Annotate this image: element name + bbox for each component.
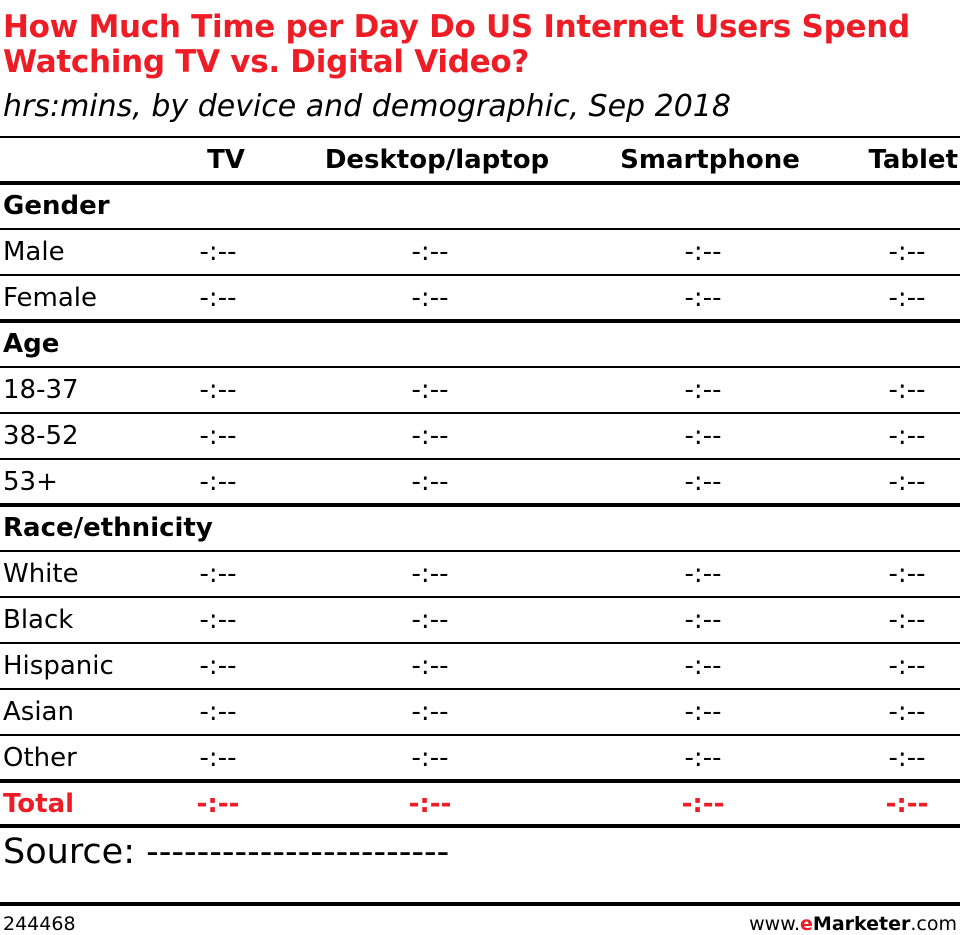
site-url: www.eMarketer.com — [749, 913, 957, 935]
section-heading: Age — [3, 329, 60, 359]
table-cell: -:-- — [684, 283, 722, 313]
table-cell: -:-- — [888, 467, 926, 497]
table-cell: -:-- — [411, 467, 449, 497]
chart-title: How Much Time per Day Do US Internet Use… — [3, 9, 910, 80]
table-rule — [0, 228, 960, 230]
table-cell: -:-- — [888, 283, 926, 313]
row-label: Asian — [3, 697, 74, 727]
table-cell: -:-- — [199, 283, 237, 313]
table-cell: -:-- — [684, 467, 722, 497]
table-cell: -:-- — [888, 421, 926, 451]
source-note: Source: ------------------------ — [3, 832, 450, 872]
section-heading: Gender — [3, 191, 110, 221]
table-cell: -:-- — [411, 283, 449, 313]
table-cell: -:-- — [199, 743, 237, 773]
site-suffix: .com — [910, 913, 957, 935]
row-label: 18-37 — [3, 375, 79, 405]
table-cell: -:-- — [411, 237, 449, 267]
section-heading: Race/ethnicity — [3, 513, 213, 543]
total-cell: -:-- — [408, 789, 452, 819]
row-label: Female — [3, 283, 98, 313]
column-header: Desktop/laptop — [324, 145, 550, 175]
column-header: Tablet — [868, 145, 958, 175]
table-cell: -:-- — [199, 559, 237, 589]
table-cell: -:-- — [199, 375, 237, 405]
table-rule — [0, 366, 960, 368]
table-cell: -:-- — [199, 421, 237, 451]
table-cell: -:-- — [684, 421, 722, 451]
table-cell: -:-- — [888, 237, 926, 267]
row-label: Black — [3, 605, 74, 635]
table-cell: -:-- — [411, 559, 449, 589]
table-cell: -:-- — [684, 375, 722, 405]
table-rule — [0, 412, 960, 414]
table-rule — [0, 503, 960, 507]
total-cell: -:-- — [196, 789, 240, 819]
table-cell: -:-- — [888, 697, 926, 727]
table-cell: -:-- — [199, 697, 237, 727]
footer-rule — [0, 902, 960, 906]
table-rule — [0, 181, 960, 185]
table-rule — [0, 274, 960, 276]
table-cell: -:-- — [888, 605, 926, 635]
table-cell: -:-- — [888, 559, 926, 589]
table-rule — [0, 824, 960, 828]
row-label: White — [3, 559, 79, 589]
row-label: Hispanic — [3, 651, 114, 681]
row-label: 38-52 — [3, 421, 79, 451]
total-cell: -:-- — [885, 789, 929, 819]
table-rule — [0, 596, 960, 598]
row-label: Other — [3, 743, 77, 773]
table-cell: -:-- — [411, 743, 449, 773]
table-rule — [0, 734, 960, 736]
table-rule — [0, 550, 960, 552]
table-cell: -:-- — [684, 651, 722, 681]
table-cell: -:-- — [888, 743, 926, 773]
table-cell: -:-- — [411, 651, 449, 681]
table-cell: -:-- — [684, 605, 722, 635]
column-header: Smartphone — [620, 145, 800, 175]
table-cell: -:-- — [411, 605, 449, 635]
chart-subtitle: hrs:mins, by device and demographic, Sep… — [3, 89, 731, 124]
table-rule — [0, 688, 960, 690]
table-cell: -:-- — [199, 605, 237, 635]
total-label: Total — [3, 789, 75, 819]
table-rule — [0, 319, 960, 323]
table-cell: -:-- — [684, 559, 722, 589]
table-cell: -:-- — [411, 421, 449, 451]
table-cell: -:-- — [684, 237, 722, 267]
table-cell: -:-- — [684, 697, 722, 727]
table-cell: -:-- — [411, 697, 449, 727]
table-rule — [0, 136, 960, 138]
table-cell: -:-- — [199, 237, 237, 267]
site-prefix: www. — [749, 913, 801, 935]
table-rule — [0, 642, 960, 644]
chart-id: 244468 — [3, 913, 76, 935]
table-cell: -:-- — [199, 651, 237, 681]
brand-name: Marketer — [812, 913, 911, 935]
brand-e: e — [800, 913, 813, 935]
table-rule — [0, 458, 960, 460]
row-label: 53+ — [3, 467, 58, 497]
table-cell: -:-- — [411, 375, 449, 405]
table-cell: -:-- — [888, 651, 926, 681]
column-header: TV — [207, 145, 245, 175]
table-cell: -:-- — [684, 743, 722, 773]
table-cell: -:-- — [199, 467, 237, 497]
total-cell: -:-- — [681, 789, 725, 819]
row-label: Male — [3, 237, 65, 267]
table-rule — [0, 779, 960, 783]
table-cell: -:-- — [888, 375, 926, 405]
